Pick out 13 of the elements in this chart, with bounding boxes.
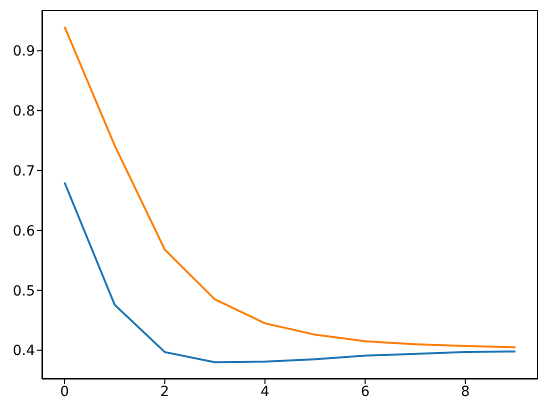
x-tick-label: 4 <box>260 384 270 400</box>
x-tick-label: 6 <box>360 384 370 400</box>
y-tick-label: 0.4 <box>12 343 36 360</box>
y-tick-label: 0.5 <box>12 283 35 300</box>
y-tick-label: 0.9 <box>12 44 35 60</box>
x-tick-label: 2 <box>160 384 170 400</box>
x-tick-label: 8 <box>460 384 470 400</box>
x-tick-label: 0 <box>60 384 70 400</box>
line-series <box>64 182 516 364</box>
line-series <box>64 26 516 348</box>
y-tick-label: 0.6 <box>12 223 36 240</box>
y-tick-label: 0.7 <box>12 164 35 180</box>
y-tick-label: 0.8 <box>12 104 35 120</box>
